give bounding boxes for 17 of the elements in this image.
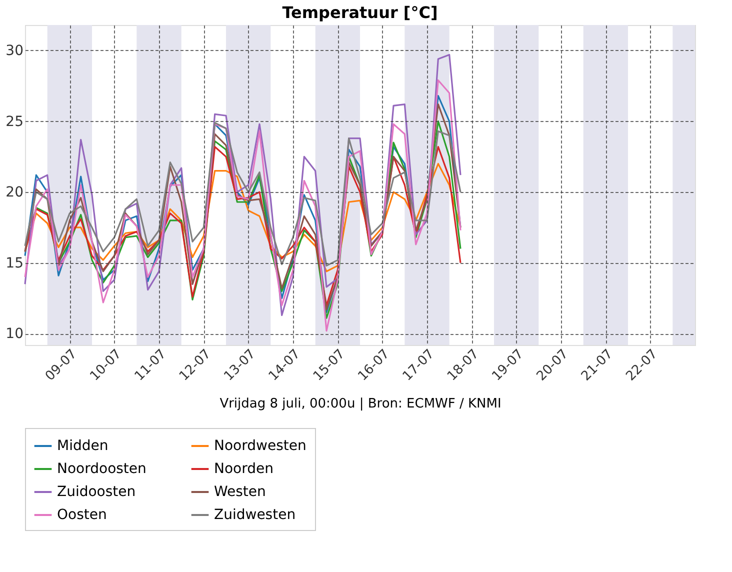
legend-label: Oosten — [57, 507, 107, 523]
y-tick-label: 30 — [6, 42, 24, 59]
legend-label: Noordoosten — [57, 461, 146, 477]
legend-label: Noorden — [214, 461, 274, 477]
legend-label: Midden — [57, 438, 108, 454]
line-series — [24, 122, 462, 267]
legend-label: Westen — [214, 484, 266, 500]
line-series — [24, 146, 462, 306]
y-tick-label: 20 — [6, 184, 24, 201]
y-tick-label: 10 — [6, 326, 24, 342]
legend-label: Zuidoosten — [57, 484, 136, 500]
legend-label: Zuidwesten — [214, 507, 296, 523]
y-tick-label: 15 — [6, 255, 24, 272]
legend-label: Noordwesten — [214, 438, 306, 454]
x-axis-title: Vrijdag 8 juli, 00:00u | Bron: ECMWF / KNMI — [220, 396, 502, 412]
chart-title: Temperatuur [°C] — [282, 3, 438, 22]
y-tick-label: 25 — [6, 114, 24, 130]
